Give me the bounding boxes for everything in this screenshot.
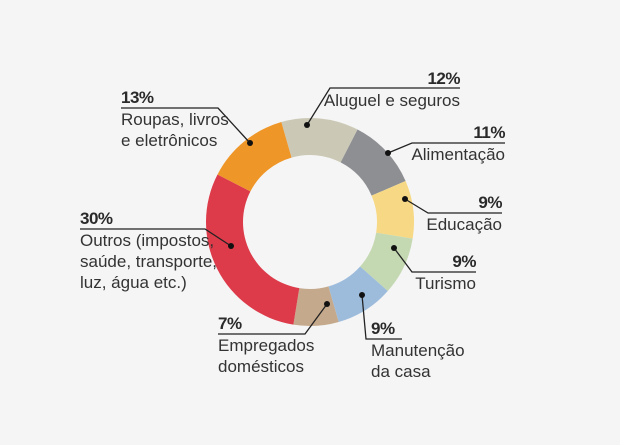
text-outros-1: Outros (impostos,: [80, 231, 215, 250]
donut-slice: [293, 286, 339, 326]
donut-slice: [371, 181, 414, 239]
donut-slice: [360, 232, 413, 292]
label-outros: 30% Outros (impostos, saúde, transporte,…: [80, 210, 220, 293]
text-empregados-2: domésticos: [218, 357, 304, 376]
donut-slice: [217, 122, 292, 192]
pct-outros: 30%: [80, 209, 113, 228]
pct-manutencao: 9%: [371, 319, 395, 338]
pct-turismo: 9%: [452, 252, 476, 271]
text-manutencao-1: Manutenção: [371, 341, 465, 360]
text-educacao: Educação: [426, 215, 502, 234]
label-manutencao: 9% Manutenção da casa: [371, 320, 491, 382]
text-roupas-2: e eletrônicos: [121, 131, 218, 150]
label-turismo: 9% Turismo: [400, 253, 476, 294]
text-empregados-1: Empregados: [218, 336, 315, 355]
pct-roupas: 13%: [121, 88, 154, 107]
donut-slice: [206, 174, 300, 325]
text-turismo: Turismo: [415, 274, 476, 293]
pct-alimentacao: 11%: [473, 123, 505, 142]
text-roupas-1: Roupas, livros: [121, 110, 229, 129]
text-aluguel: Aluguel e seguros: [323, 91, 460, 110]
label-alimentacao: 11% Alimentação: [400, 124, 505, 165]
label-empregados: 7% Empregados domésticos: [218, 315, 338, 377]
pct-aluguel: 12%: [427, 69, 460, 88]
donut-slice: [328, 266, 388, 322]
pct-empregados: 7%: [218, 314, 242, 333]
text-alimentacao: Alimentação: [411, 145, 505, 164]
text-manutencao-2: da casa: [371, 362, 431, 381]
label-educacao: 9% Educação: [420, 194, 502, 235]
pct-educacao: 9%: [478, 193, 502, 212]
donut-slice: [340, 129, 406, 196]
label-roupas: 13% Roupas, livros e eletrônicos: [121, 89, 251, 151]
donut-slice: [281, 117, 358, 163]
text-outros-2: saúde, transporte,: [80, 252, 218, 271]
text-outros-3: luz, água etc.): [80, 273, 187, 292]
label-aluguel: 12% Aluguel e seguros: [320, 69, 461, 111]
